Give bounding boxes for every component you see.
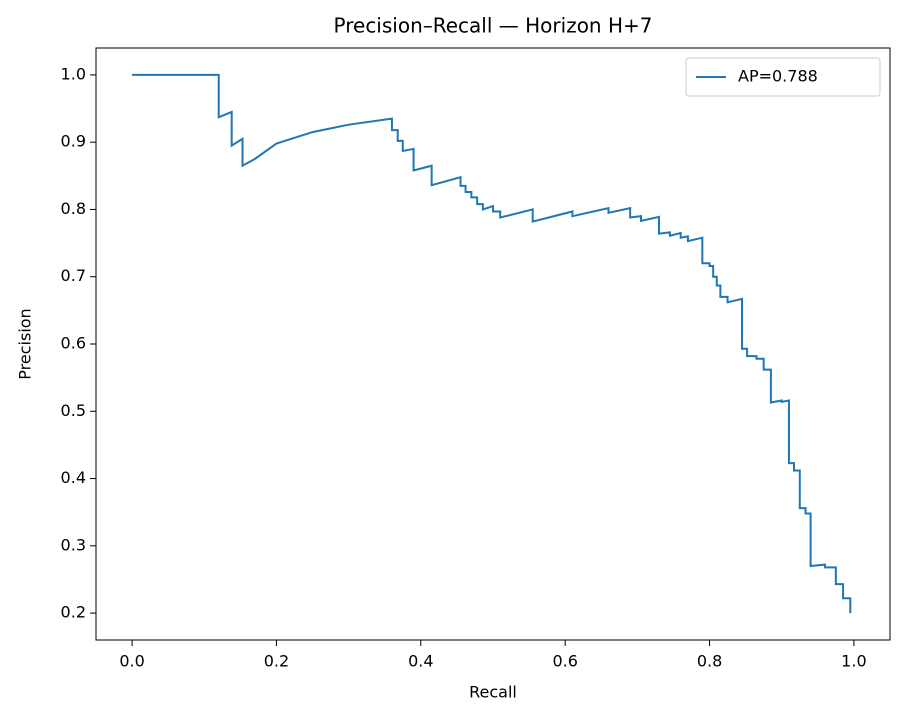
legend-box xyxy=(685,57,881,97)
x-tick-label: 0.0 xyxy=(119,652,144,671)
y-axis-label: Precision xyxy=(16,308,35,379)
y-tick-label: 0.2 xyxy=(61,603,86,622)
pr-curve xyxy=(132,73,852,614)
x-tick-label: 0.2 xyxy=(264,652,289,671)
x-tick-label: 0.4 xyxy=(408,652,433,671)
y-tick-label: 0.7 xyxy=(61,266,86,285)
x-tick-label: 1.0 xyxy=(841,652,866,671)
x-tick-label: 0.8 xyxy=(697,652,722,671)
plot-frame xyxy=(95,47,891,641)
legend-label: AP=0.788 xyxy=(738,67,818,86)
y-tick-label: 0.6 xyxy=(61,334,86,353)
y-tick-label: 0.4 xyxy=(61,468,86,487)
y-tick-label: 0.3 xyxy=(61,535,86,554)
y-tick-label: 0.8 xyxy=(61,199,86,218)
y-tick-label: 0.5 xyxy=(61,401,86,420)
chart-title: Precision–Recall — Horizon H+7 xyxy=(334,14,653,38)
x-axis-label: Recall xyxy=(469,683,517,702)
y-tick-label: 0.9 xyxy=(61,132,86,151)
y-tick-label: 1.0 xyxy=(61,64,86,83)
x-tick-label: 0.6 xyxy=(552,652,577,671)
